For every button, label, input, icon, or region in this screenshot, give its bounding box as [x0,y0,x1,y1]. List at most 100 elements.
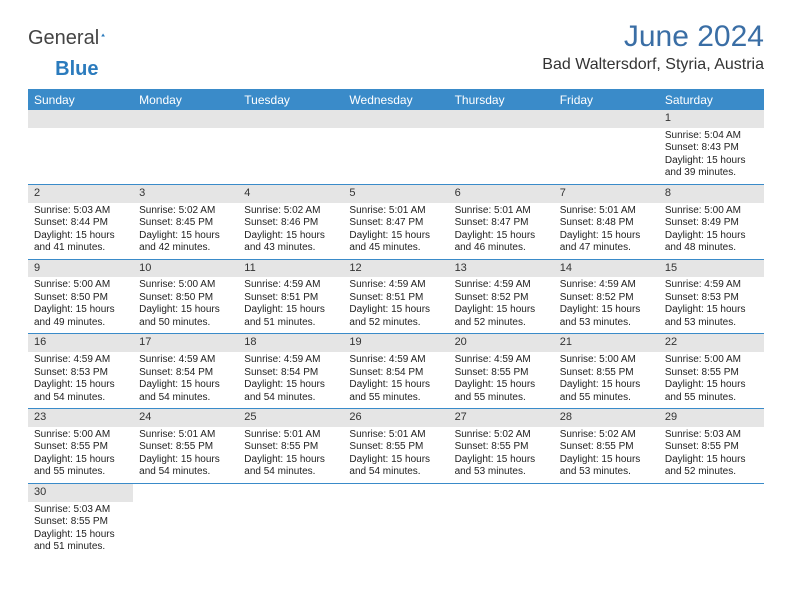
sunrise-line: Sunrise: 5:04 AM [665,130,758,143]
calendar-day-cell [449,483,554,557]
calendar-day-cell: 3Sunrise: 5:02 AMSunset: 8:45 PMDaylight… [133,184,238,259]
sunrise-line: Sunrise: 5:01 AM [349,205,442,218]
sail-icon [101,26,105,44]
calendar-week-row: 1Sunrise: 5:04 AMSunset: 8:43 PMDaylight… [28,110,764,184]
month-title: June 2024 [542,20,764,54]
daylight-line: Daylight: 15 hours and 53 minutes. [560,454,653,479]
calendar-week-row: 2Sunrise: 5:03 AMSunset: 8:44 PMDaylight… [28,184,764,259]
day-number: 30 [28,484,133,502]
day-details: Sunrise: 5:00 AMSunset: 8:50 PMDaylight:… [28,277,133,333]
day-details: Sunrise: 4:59 AMSunset: 8:53 PMDaylight:… [28,352,133,408]
day-details: Sunrise: 4:59 AMSunset: 8:51 PMDaylight:… [238,277,343,333]
day-details: Sunrise: 5:04 AMSunset: 8:43 PMDaylight:… [659,128,764,184]
sunset-line: Sunset: 8:55 PM [34,516,127,529]
sunrise-line: Sunrise: 5:00 AM [560,354,653,367]
calendar-day-cell: 10Sunrise: 5:00 AMSunset: 8:50 PMDayligh… [133,259,238,334]
sunset-line: Sunset: 8:51 PM [349,292,442,305]
daylight-line: Daylight: 15 hours and 55 minutes. [560,379,653,404]
sunrise-line: Sunrise: 4:59 AM [244,354,337,367]
daylight-line: Daylight: 15 hours and 50 minutes. [139,304,232,329]
sunset-line: Sunset: 8:54 PM [349,367,442,380]
sunrise-line: Sunrise: 5:00 AM [665,205,758,218]
daylight-line: Daylight: 15 hours and 54 minutes. [34,379,127,404]
calendar-day-cell: 1Sunrise: 5:04 AMSunset: 8:43 PMDaylight… [659,110,764,184]
day-details: Sunrise: 5:00 AMSunset: 8:55 PMDaylight:… [659,352,764,408]
day-number-empty [133,110,238,128]
daylight-line: Daylight: 15 hours and 51 minutes. [244,304,337,329]
day-details: Sunrise: 5:02 AMSunset: 8:46 PMDaylight:… [238,203,343,259]
calendar-day-cell: 5Sunrise: 5:01 AMSunset: 8:47 PMDaylight… [343,184,448,259]
day-details: Sunrise: 5:01 AMSunset: 8:47 PMDaylight:… [449,203,554,259]
sunrise-line: Sunrise: 5:03 AM [34,504,127,517]
daylight-line: Daylight: 15 hours and 42 minutes. [139,230,232,255]
sunset-line: Sunset: 8:55 PM [349,441,442,454]
day-number: 13 [449,260,554,278]
sunrise-line: Sunrise: 5:00 AM [34,279,127,292]
day-number-empty [554,110,659,128]
sunset-line: Sunset: 8:50 PM [139,292,232,305]
calendar-day-cell [554,110,659,184]
daylight-line: Daylight: 15 hours and 47 minutes. [560,230,653,255]
day-details: Sunrise: 5:02 AMSunset: 8:45 PMDaylight:… [133,203,238,259]
day-number: 16 [28,334,133,352]
calendar-day-cell: 8Sunrise: 5:00 AMSunset: 8:49 PMDaylight… [659,184,764,259]
calendar-day-cell: 18Sunrise: 4:59 AMSunset: 8:54 PMDayligh… [238,334,343,409]
daylight-line: Daylight: 15 hours and 49 minutes. [34,304,127,329]
daylight-line: Daylight: 15 hours and 54 minutes. [139,379,232,404]
calendar-day-cell: 21Sunrise: 5:00 AMSunset: 8:55 PMDayligh… [554,334,659,409]
brand-blue: Blue [55,58,98,81]
day-details: Sunrise: 5:00 AMSunset: 8:50 PMDaylight:… [133,277,238,333]
day-details: Sunrise: 5:00 AMSunset: 8:55 PMDaylight:… [554,352,659,408]
day-details: Sunrise: 5:01 AMSunset: 8:55 PMDaylight:… [238,427,343,483]
day-details: Sunrise: 5:02 AMSunset: 8:55 PMDaylight:… [554,427,659,483]
calendar-day-cell: 4Sunrise: 5:02 AMSunset: 8:46 PMDaylight… [238,184,343,259]
calendar-day-cell: 2Sunrise: 5:03 AMSunset: 8:44 PMDaylight… [28,184,133,259]
day-details: Sunrise: 5:01 AMSunset: 8:55 PMDaylight:… [133,427,238,483]
sunset-line: Sunset: 8:55 PM [139,441,232,454]
day-number: 4 [238,185,343,203]
sunset-line: Sunset: 8:52 PM [455,292,548,305]
sunrise-line: Sunrise: 4:59 AM [349,354,442,367]
calendar-day-cell [133,483,238,557]
location-subtitle: Bad Waltersdorf, Styria, Austria [542,56,764,74]
day-number: 19 [343,334,448,352]
day-number: 15 [659,260,764,278]
day-number-empty [238,110,343,128]
day-details: Sunrise: 5:03 AMSunset: 8:55 PMDaylight:… [28,502,133,558]
daylight-line: Daylight: 15 hours and 54 minutes. [244,454,337,479]
daylight-line: Daylight: 15 hours and 53 minutes. [560,304,653,329]
day-number: 17 [133,334,238,352]
sunrise-line: Sunrise: 5:02 AM [244,205,337,218]
sunset-line: Sunset: 8:55 PM [665,441,758,454]
daylight-line: Daylight: 15 hours and 45 minutes. [349,230,442,255]
daylight-line: Daylight: 15 hours and 41 minutes. [34,230,127,255]
calendar-week-row: 9Sunrise: 5:00 AMSunset: 8:50 PMDaylight… [28,259,764,334]
calendar-body: 1Sunrise: 5:04 AMSunset: 8:43 PMDaylight… [28,110,764,558]
day-number: 29 [659,409,764,427]
calendar-day-cell: 12Sunrise: 4:59 AMSunset: 8:51 PMDayligh… [343,259,448,334]
day-number: 7 [554,185,659,203]
day-details: Sunrise: 4:59 AMSunset: 8:54 PMDaylight:… [238,352,343,408]
calendar-day-cell: 28Sunrise: 5:02 AMSunset: 8:55 PMDayligh… [554,409,659,484]
calendar-day-cell [238,483,343,557]
weekday-header: Saturday [659,90,764,111]
daylight-line: Daylight: 15 hours and 52 minutes. [349,304,442,329]
day-details: Sunrise: 5:03 AMSunset: 8:55 PMDaylight:… [659,427,764,483]
sunset-line: Sunset: 8:55 PM [34,441,127,454]
day-number-empty [343,110,448,128]
calendar-day-cell: 11Sunrise: 4:59 AMSunset: 8:51 PMDayligh… [238,259,343,334]
calendar-day-cell: 24Sunrise: 5:01 AMSunset: 8:55 PMDayligh… [133,409,238,484]
day-details: Sunrise: 5:00 AMSunset: 8:49 PMDaylight:… [659,203,764,259]
sunrise-line: Sunrise: 5:01 AM [349,429,442,442]
daylight-line: Daylight: 15 hours and 52 minutes. [455,304,548,329]
day-details: Sunrise: 4:59 AMSunset: 8:54 PMDaylight:… [343,352,448,408]
sunset-line: Sunset: 8:50 PM [34,292,127,305]
sunrise-line: Sunrise: 4:59 AM [455,354,548,367]
daylight-line: Daylight: 15 hours and 55 minutes. [34,454,127,479]
sunset-line: Sunset: 8:55 PM [665,367,758,380]
daylight-line: Daylight: 15 hours and 55 minutes. [349,379,442,404]
day-number: 27 [449,409,554,427]
sunrise-line: Sunrise: 5:00 AM [139,279,232,292]
weekday-header: Monday [133,90,238,111]
daylight-line: Daylight: 15 hours and 54 minutes. [349,454,442,479]
